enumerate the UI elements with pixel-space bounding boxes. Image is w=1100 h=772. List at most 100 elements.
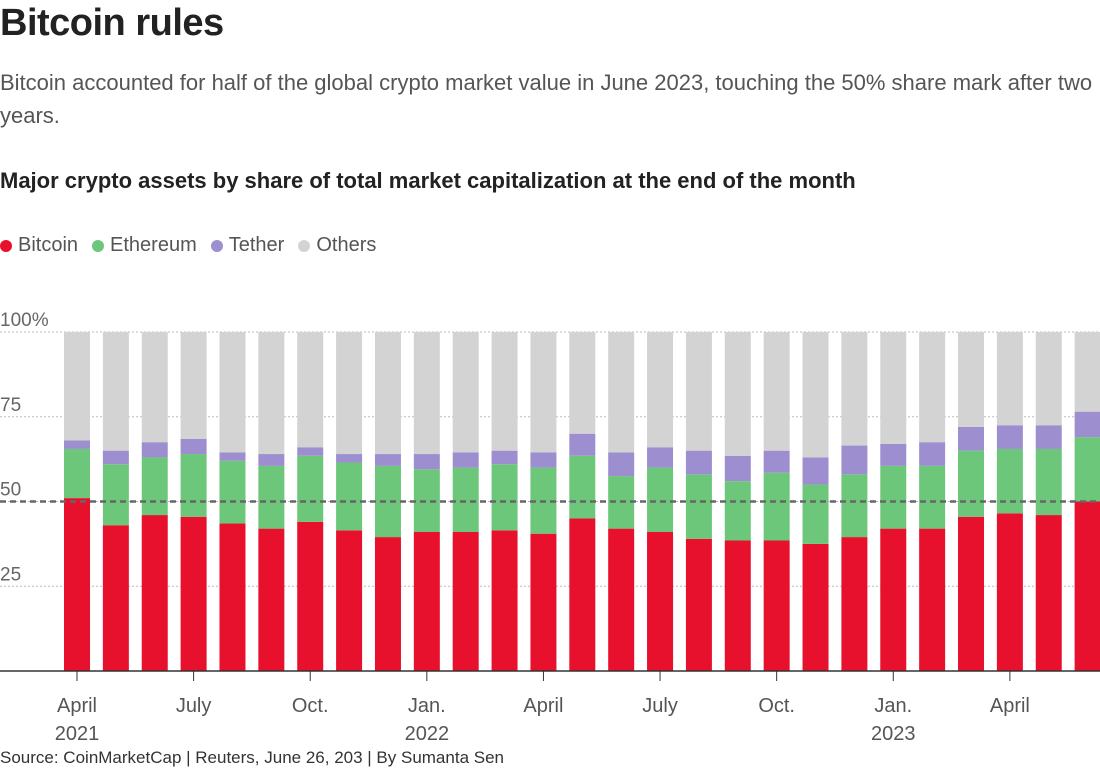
legend-item-tether: Tether	[210, 234, 284, 257]
bar-tether-16	[685, 450, 712, 475]
y-tick-label-100: 100%	[0, 310, 49, 331]
bar-bitcoin-8	[374, 537, 401, 671]
legend-label-ethereum: Ethereum	[110, 234, 197, 256]
bar-others-17	[724, 332, 751, 456]
bar-ethereum-22	[919, 465, 946, 529]
bar-tether-2	[141, 442, 168, 458]
bar-others-1	[102, 332, 129, 451]
bar-others-21	[880, 332, 907, 444]
bar-ethereum-6	[297, 455, 324, 522]
bar-ethereum-13	[569, 455, 596, 519]
legend-label-others: Others	[316, 234, 377, 256]
bar-others-25	[1035, 332, 1062, 426]
bar-ethereum-18	[763, 472, 790, 541]
bar-ethereum-21	[880, 465, 907, 529]
bar-bitcoin-10	[452, 532, 479, 671]
bar-others-10	[452, 332, 479, 453]
source-note: Source: CoinMarketCap | Reuters, June 26…	[0, 748, 504, 767]
bar-tether-9	[413, 454, 440, 470]
bar-others-4	[219, 332, 246, 453]
legend-item-ethereum: Ethereum	[92, 234, 197, 257]
legend-item-others: Others	[298, 234, 376, 257]
bar-ethereum-5	[258, 465, 285, 529]
bar-bitcoin-12	[530, 533, 557, 671]
y-tick-label-25: 25	[0, 564, 21, 585]
bar-others-3	[180, 332, 207, 439]
bar-bitcoin-9	[413, 532, 440, 671]
x-tick-label-21: Jan.	[874, 695, 912, 717]
x-tick-label-24: April	[990, 695, 1030, 717]
legend: Bitcoin Ethereum Tether Others	[0, 234, 390, 257]
bar-others-22	[919, 332, 946, 443]
bar-others-26	[1074, 332, 1100, 412]
x-tick-year-9: 2022	[405, 723, 450, 745]
y-tick-label-75: 75	[0, 395, 21, 416]
bar-ethereum-19	[802, 484, 829, 544]
bar-bitcoin-21	[880, 528, 907, 671]
bar-bitcoin-26	[1074, 501, 1100, 671]
bar-ethereum-11	[491, 464, 518, 531]
bar-tether-23	[958, 426, 985, 451]
bar-tether-26	[1074, 411, 1100, 438]
bar-tether-8	[374, 454, 401, 466]
bar-bitcoin-16	[685, 538, 712, 671]
bar-bitcoin-19	[802, 543, 829, 672]
x-tick-label-0: April	[57, 695, 97, 717]
bar-tether-21	[880, 443, 907, 466]
bar-bitcoin-22	[919, 528, 946, 671]
bar-others-24	[996, 332, 1023, 426]
bar-bitcoin-6	[297, 521, 324, 671]
legend-swatch-bitcoin	[0, 239, 12, 252]
bar-bitcoin-0	[64, 498, 90, 671]
bar-others-7	[336, 332, 363, 455]
bar-tether-0	[64, 440, 90, 449]
bar-tether-14	[608, 452, 635, 477]
bar-others-18	[763, 332, 790, 451]
bar-tether-7	[336, 454, 363, 463]
bar-ethereum-15	[647, 467, 674, 533]
page-title: Bitcoin rules	[0, 2, 224, 44]
bar-tether-10	[452, 452, 479, 468]
legend-swatch-ethereum	[92, 239, 105, 252]
bar-others-12	[530, 332, 557, 453]
bar-bitcoin-4	[219, 523, 246, 671]
bar-others-15	[647, 332, 674, 448]
bar-tether-1	[102, 450, 129, 465]
bar-bitcoin-5	[258, 528, 285, 671]
bar-ethereum-4	[219, 460, 246, 524]
bar-tether-15	[647, 447, 674, 468]
bar-bitcoin-13	[569, 518, 596, 671]
bar-bitcoin-25	[1035, 515, 1062, 671]
bar-tether-3	[180, 438, 207, 455]
bar-tether-11	[491, 450, 518, 465]
y-tick-label-50: 50	[0, 480, 21, 501]
bar-tether-17	[724, 455, 751, 482]
bar-ethereum-25	[1035, 448, 1062, 516]
bar-ethereum-2	[141, 457, 168, 516]
bar-tether-6	[297, 447, 324, 456]
chart-title: Major crypto assets by share of total ma…	[0, 168, 856, 193]
bar-others-0	[64, 332, 90, 441]
x-tick-label-18: Oct.	[758, 695, 795, 717]
bar-bitcoin-24	[996, 513, 1023, 671]
bar-bitcoin-18	[763, 540, 790, 671]
bar-others-19	[802, 332, 829, 458]
bar-tether-4	[219, 452, 246, 461]
bar-others-6	[297, 332, 324, 448]
bar-tether-19	[802, 457, 829, 485]
bar-ethereum-8	[374, 465, 401, 538]
bar-tether-25	[1035, 425, 1062, 449]
bar-others-11	[491, 332, 518, 451]
legend-swatch-tether	[210, 239, 223, 252]
x-tick-label-15: July	[642, 695, 678, 717]
x-tick-year-21: 2023	[871, 723, 916, 745]
bar-ethereum-3	[180, 454, 207, 517]
bar-ethereum-10	[452, 467, 479, 533]
bar-ethereum-1	[102, 464, 129, 526]
bar-bitcoin-3	[180, 516, 207, 671]
legend-item-bitcoin: Bitcoin	[0, 234, 78, 257]
bar-ethereum-0	[64, 448, 90, 499]
bar-ethereum-24	[996, 448, 1023, 514]
x-tick-label-12: April	[523, 695, 563, 717]
